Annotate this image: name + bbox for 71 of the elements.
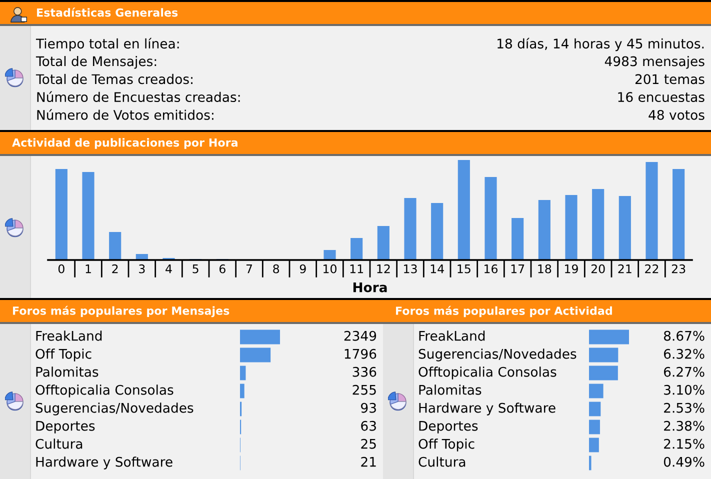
y-tick-label: Off Topic — [36, 348, 92, 362]
y-tick-label: Sugerencias/Novedades — [418, 348, 576, 362]
data-label: 25 — [361, 438, 376, 449]
text: Total de Temas creados: — [36, 74, 192, 84]
data-label: 2.53% — [664, 402, 704, 413]
x-tick-label: 5 — [192, 264, 198, 274]
x-tick-label: 23 — [672, 264, 686, 274]
data-label: 63 — [361, 420, 376, 431]
x-tick-label: 0 — [58, 264, 64, 274]
x-tick-label: 2 — [112, 264, 118, 274]
y-tick-label: FreakLand — [419, 330, 485, 341]
data-label: 336 — [352, 366, 376, 377]
x-tick-label: 14 — [430, 264, 444, 274]
data-label: 2349 — [344, 330, 376, 341]
x-tick-label: 12 — [377, 264, 390, 274]
x-tick-label: 15 — [458, 264, 470, 274]
y-tick-label: Offtopicalia Consolas — [418, 366, 556, 380]
x-tick-label: 9 — [300, 264, 306, 274]
text: 48 votos — [648, 110, 704, 120]
y-tick-label: Offtopicalia Consolas — [36, 384, 174, 398]
x-tick-label: 16 — [484, 264, 498, 274]
data-label: 2.38% — [664, 420, 704, 431]
data-label: 3.10% — [664, 384, 704, 395]
data-label: 255 — [352, 384, 376, 395]
x-tick-label: 7 — [246, 264, 252, 274]
x-tick-label: 22 — [645, 264, 658, 274]
text: 201 temas — [635, 74, 704, 84]
x-tick-label: 18 — [538, 264, 552, 274]
x-tick-label: 4 — [166, 264, 172, 274]
y-tick-label: FreakLand — [36, 330, 102, 341]
data-label: 6.32% — [664, 348, 704, 359]
x-tick-label: 6 — [219, 264, 226, 274]
text: 4983 mensajes — [604, 56, 704, 69]
text: Número de Votos emitidos: — [37, 109, 214, 120]
y-tick-label: Palomitas — [419, 384, 482, 395]
data-label: 21 — [361, 456, 376, 467]
x-tick-label: 20 — [591, 264, 605, 274]
data-label: 6.27% — [664, 366, 704, 377]
x-tick-label: 17 — [511, 264, 524, 274]
text: 18 días, 14 horas y 45 minutos. — [498, 38, 704, 52]
x-tick-label: 21 — [618, 264, 632, 274]
x-tick-label: 10 — [324, 264, 336, 274]
data-label: 1796 — [344, 348, 376, 359]
y-tick-label: Hardware y Software — [36, 456, 172, 470]
y-tick-label: Cultura — [36, 438, 82, 449]
x-tick-label: 13 — [404, 264, 417, 274]
y-tick-label: Hardware y Software — [419, 402, 556, 416]
data-label: 8.67% — [664, 330, 704, 341]
chart-title: Actividad de publicaciones por Hora — [12, 138, 238, 149]
y-tick-label: Deportes — [419, 421, 478, 434]
y-tick-label: Palomitas — [36, 366, 98, 377]
data-label: 2.15% — [664, 438, 704, 449]
y-tick-label: Cultura — [418, 456, 466, 467]
data-label: 93 — [361, 402, 376, 413]
y-tick-label: Off Topic — [418, 438, 474, 452]
text: 16 encuestas — [618, 92, 704, 102]
x-axis-title: Hora — [353, 282, 387, 292]
text: Tiempo total en línea: — [36, 38, 179, 52]
text: Estadísticas Generales — [37, 8, 178, 17]
x-tick-label: 8 — [273, 264, 280, 274]
x-tick-label: 1 — [86, 264, 91, 274]
y-tick-label: Sugerencias/Novedades — [36, 402, 194, 416]
y-tick-label: Deportes — [36, 421, 95, 434]
data-label: 0.49% — [664, 456, 704, 467]
x-tick-label: 11 — [350, 264, 364, 274]
x-tick-label: 19 — [565, 264, 578, 274]
text: Total de Mensajes: — [36, 56, 156, 69]
chart-title: Foros más populares por Actividad — [396, 306, 612, 318]
text: Número de Encuestas creadas: — [37, 91, 240, 102]
x-tick-label: 3 — [139, 264, 145, 274]
text: Foros más populares por Mensajes — [13, 306, 230, 318]
